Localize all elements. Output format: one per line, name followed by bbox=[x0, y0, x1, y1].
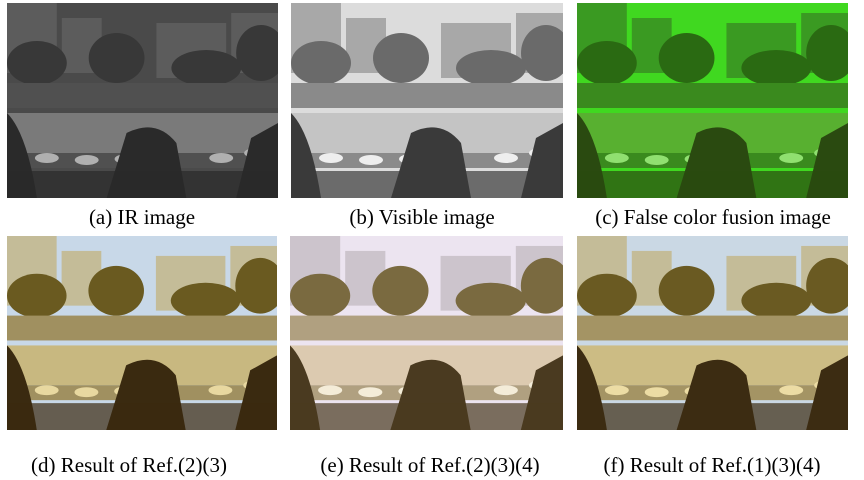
foreground bbox=[7, 403, 277, 430]
tree bbox=[291, 41, 351, 85]
car bbox=[75, 155, 99, 165]
road bbox=[577, 316, 848, 341]
tree bbox=[88, 266, 144, 316]
tree bbox=[741, 50, 811, 86]
caption: (b) Visible image bbox=[349, 205, 494, 230]
tree bbox=[373, 33, 429, 83]
road bbox=[290, 316, 563, 341]
tree bbox=[456, 50, 526, 86]
car bbox=[358, 387, 382, 397]
caption: (d) Result of Ref.(2)(3) bbox=[31, 453, 227, 478]
foreground bbox=[7, 171, 278, 198]
tree bbox=[7, 274, 67, 318]
image bbox=[577, 3, 848, 198]
tree bbox=[456, 283, 526, 319]
car bbox=[75, 387, 99, 397]
foreground bbox=[291, 171, 563, 198]
tree bbox=[171, 283, 240, 319]
car bbox=[209, 385, 233, 395]
image bbox=[577, 236, 848, 430]
image bbox=[291, 3, 563, 198]
foreground bbox=[577, 171, 848, 198]
foreground bbox=[577, 403, 848, 430]
caption: (e) Result of Ref.(2)(3)(4) bbox=[320, 453, 539, 478]
car bbox=[779, 385, 803, 395]
car bbox=[494, 153, 518, 163]
tree bbox=[577, 41, 637, 85]
car bbox=[318, 385, 342, 395]
road bbox=[291, 83, 563, 108]
tree bbox=[290, 274, 350, 318]
caption: (a) IR image bbox=[89, 205, 195, 230]
figure: (a) IR image (b) Visible image (c) False c… bbox=[0, 0, 864, 480]
tree bbox=[659, 33, 715, 83]
road bbox=[577, 83, 848, 108]
tree bbox=[89, 33, 145, 83]
tree bbox=[741, 283, 811, 319]
car bbox=[779, 153, 803, 163]
image bbox=[7, 3, 278, 198]
car bbox=[359, 155, 383, 165]
tree bbox=[577, 274, 637, 318]
image bbox=[7, 236, 277, 430]
car bbox=[35, 385, 59, 395]
tree bbox=[372, 266, 428, 316]
car bbox=[645, 387, 669, 397]
car bbox=[494, 385, 518, 395]
car bbox=[645, 155, 669, 165]
car bbox=[605, 153, 629, 163]
image bbox=[290, 236, 563, 430]
road bbox=[7, 83, 278, 108]
tree bbox=[7, 41, 67, 85]
tree bbox=[171, 50, 241, 86]
car bbox=[605, 385, 629, 395]
car bbox=[35, 153, 59, 163]
road bbox=[7, 316, 277, 341]
caption: (c) False color fusion image bbox=[595, 205, 831, 230]
car bbox=[319, 153, 343, 163]
tree bbox=[659, 266, 715, 316]
caption: (f) Result of Ref.(1)(3)(4) bbox=[604, 453, 821, 478]
foreground bbox=[290, 403, 563, 430]
car bbox=[209, 153, 233, 163]
